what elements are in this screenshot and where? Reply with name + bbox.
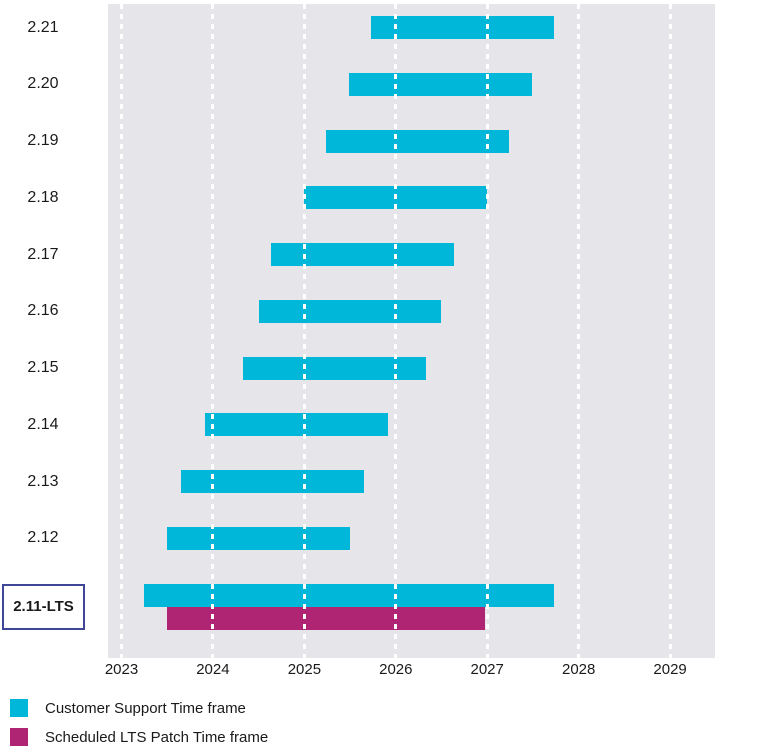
bar-2.17-customer_support [271, 243, 455, 266]
bar-2.19-customer_support [326, 129, 510, 153]
gridline-2026 [394, 4, 398, 658]
gridline-2024 [211, 4, 215, 658]
legend-item-customer_support: Customer Support Time frame [10, 699, 246, 717]
legend-swatch-customer_support [10, 699, 28, 717]
tick-label-2026: 2026 [379, 661, 413, 678]
row-label-2.11-LTS: 2.11-LTS [2, 583, 85, 630]
bar-2.12-customer_support [167, 526, 351, 550]
row-label-2.13: 2.13 [27, 472, 59, 490]
bar-2.11-LTS-customer_support [144, 583, 554, 607]
gridline-2028 [577, 4, 581, 658]
legend-label-lts_patch: Scheduled LTS Patch Time frame [45, 728, 269, 746]
gridline-2025 [302, 4, 306, 658]
legend-swatch-lts_patch [10, 728, 28, 746]
gridline-2023 [120, 4, 123, 658]
legend-label-customer_support: Customer Support Time frame [45, 699, 246, 717]
tick-label-2025: 2025 [287, 661, 322, 678]
tick-label-2023: 2023 [104, 661, 139, 678]
gridline-2027 [485, 4, 489, 658]
bar-2.16-customer_support [258, 299, 442, 323]
row-label-2.16: 2.16 [27, 302, 59, 320]
tick-label-2024: 2024 [196, 661, 230, 678]
row-label-2.20: 2.20 [27, 75, 59, 93]
gridline-2029 [668, 4, 672, 658]
bar-2.14-customer_support [204, 413, 388, 437]
row-label-2.19: 2.19 [27, 132, 59, 149]
row-label-2.14: 2.14 [27, 415, 59, 433]
bar-2.20-customer_support [349, 72, 533, 96]
bar-2.11-LTS-lts_patch [167, 606, 486, 630]
row-label-2.17: 2.17 [27, 245, 59, 263]
row-label-2.18: 2.18 [27, 188, 59, 206]
legend-item-lts_patch: Scheduled LTS Patch Time frame [10, 728, 268, 746]
plot-area [108, 4, 715, 658]
tick-label-2028: 2028 [562, 661, 596, 678]
row-label-2.21: 2.21 [27, 18, 59, 36]
bar-2.13-customer_support [180, 470, 364, 493]
tick-label-2029: 2029 [653, 661, 687, 678]
tick-label-2027: 2027 [470, 661, 504, 678]
bar-2.21-customer_support [371, 16, 554, 39]
row-label-2.12: 2.12 [27, 529, 59, 547]
bar-2.15-customer_support [243, 356, 426, 380]
row-label-2.15: 2.15 [27, 359, 59, 376]
